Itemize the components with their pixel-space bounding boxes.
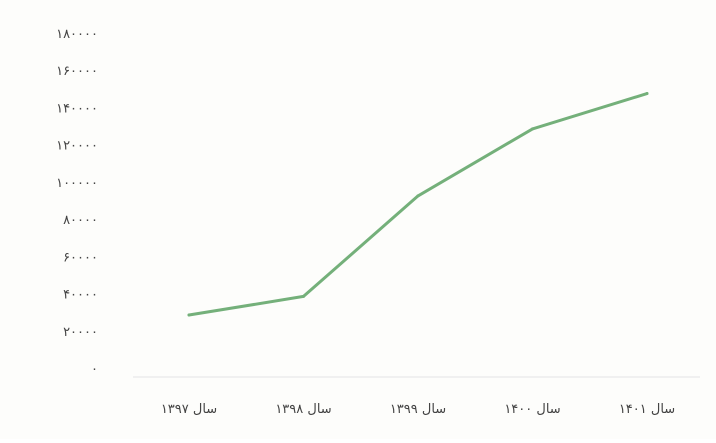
x-tick-label: سال ۱۳۹۹ [390,402,446,417]
series-line [187,92,649,317]
y-tick-label: ۴۰۰۰۰ [63,288,98,303]
y-tick-label: ۰ [91,362,98,377]
y-tick-label: ۶۰۰۰۰ [63,250,98,265]
data-point [416,194,420,198]
y-tick-label: ۲۰۰۰۰ [63,325,98,340]
data-point [187,313,191,317]
y-tick-label: ۱۸۰۰۰۰ [56,27,98,42]
data-point [302,294,305,298]
x-tick-label: سال ۱۴۰۱ [619,402,675,417]
y-tick-label: ۱۶۰۰۰۰ [56,64,98,79]
data-point [645,92,649,96]
y-tick-label: ۱۴۰۰۰۰ [56,101,98,116]
x-tick-label: سال ۱۳۹۸ [275,402,331,417]
y-tick-label: ۱۰۰۰۰۰ [56,176,98,191]
y-tick-label: ۱۲۰۰۰۰ [56,139,98,154]
y-tick-label: ۸۰۰۰۰ [63,213,98,228]
x-tick-label: سال ۱۴۰۰ [504,402,560,417]
x-tick-label: سال ۱۳۹۷ [161,402,217,417]
data-point [531,127,534,131]
